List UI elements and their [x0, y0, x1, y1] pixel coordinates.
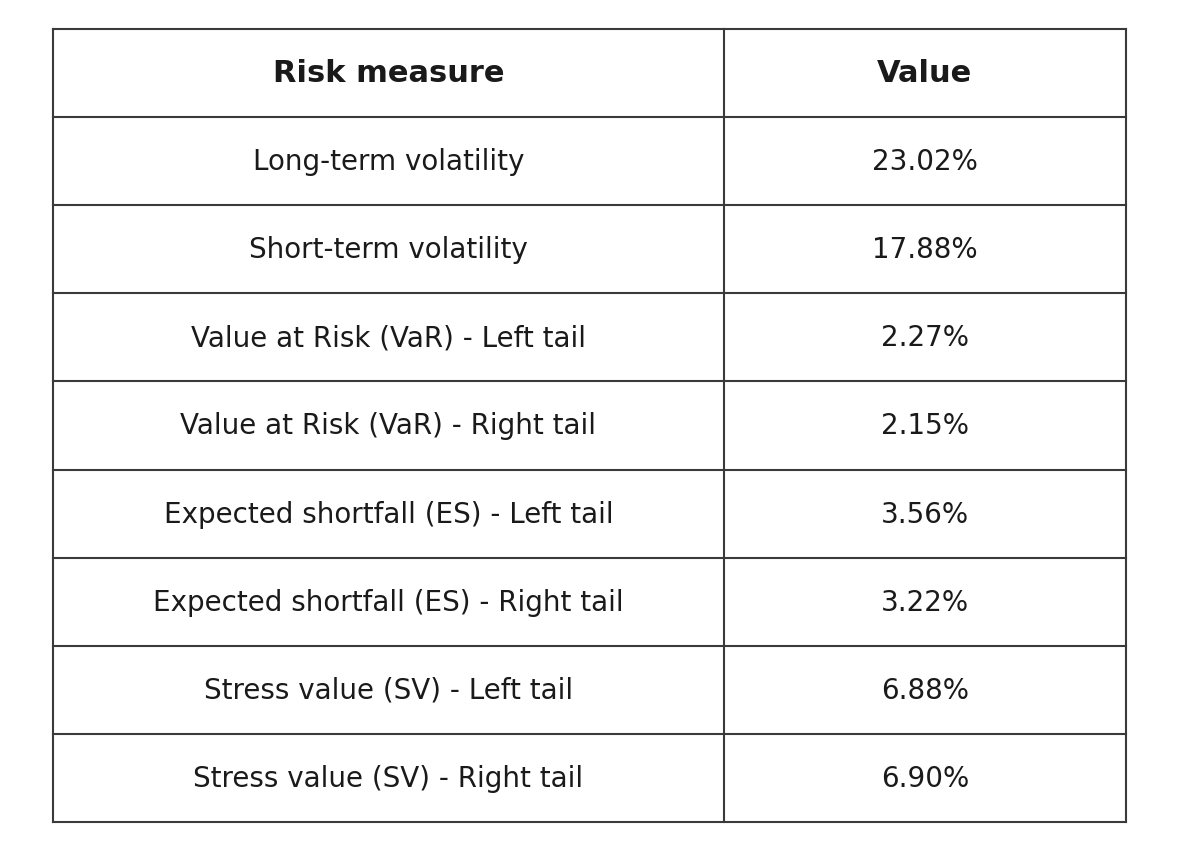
Text: Value: Value [877, 60, 973, 89]
Text: Long-term volatility: Long-term volatility [252, 148, 523, 176]
Text: 17.88%: 17.88% [872, 236, 977, 264]
Text: Stress value (SV) - Right tail: Stress value (SV) - Right tail [193, 764, 584, 792]
Text: 6.90%: 6.90% [881, 764, 969, 792]
Text: Risk measure: Risk measure [272, 60, 505, 89]
Text: 3.22%: 3.22% [881, 588, 969, 616]
Text: Value at Risk (VaR) - Left tail: Value at Risk (VaR) - Left tail [191, 324, 586, 352]
Text: Expected shortfall (ES) - Left tail: Expected shortfall (ES) - Left tail [164, 500, 613, 528]
Text: Expected shortfall (ES) - Right tail: Expected shortfall (ES) - Right tail [153, 588, 624, 616]
Text: 2.15%: 2.15% [881, 412, 969, 440]
Text: Stress value (SV) - Left tail: Stress value (SV) - Left tail [204, 676, 573, 704]
Text: 3.56%: 3.56% [881, 500, 969, 528]
Text: 23.02%: 23.02% [871, 148, 977, 176]
Text: 2.27%: 2.27% [881, 324, 969, 352]
Text: 6.88%: 6.88% [881, 676, 969, 704]
Text: Value at Risk (VaR) - Right tail: Value at Risk (VaR) - Right tail [180, 412, 597, 440]
Text: Short-term volatility: Short-term volatility [249, 236, 528, 264]
